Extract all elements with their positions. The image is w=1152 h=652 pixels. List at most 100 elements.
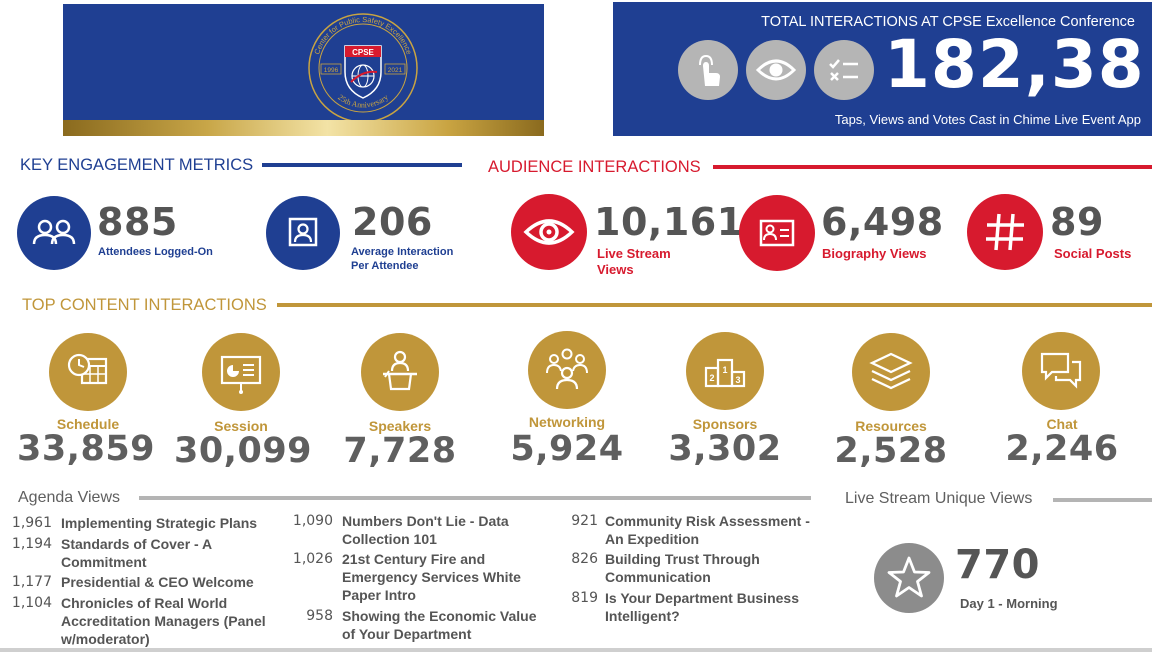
agenda-title: Is Your Department Business Intelligent?	[605, 589, 799, 625]
networking-value: 5,924	[510, 429, 624, 469]
agenda-views-title: Agenda Views	[18, 489, 120, 506]
speakers-label: Speakers	[368, 418, 432, 434]
users-icon	[17, 196, 91, 270]
logo-year-right: 2021	[388, 67, 403, 74]
total-interactions-value: 182,381	[884, 26, 1152, 103]
chat-label: Chat	[1046, 416, 1078, 432]
key-metrics-rule	[262, 163, 462, 167]
gold-gradient-strip	[63, 120, 544, 136]
agenda-title-line: 21st Century Fire and	[342, 551, 486, 567]
live-stream-unique-views-title: Live Stream Unique Views	[845, 490, 1033, 507]
agenda-title-line: Collection 101	[342, 531, 437, 547]
speakers-value: 7,728	[343, 431, 457, 471]
agenda-title-line: Is Your Department Business	[605, 590, 799, 606]
agenda-count: 1,961	[11, 515, 52, 531]
live-stream-views-label-line2: Views	[597, 262, 634, 277]
live-stream-views-value: 10,161	[594, 200, 744, 244]
total-interactions-title: TOTAL INTERACTIONS AT CPSE Excellence Co…	[761, 14, 1135, 30]
average-interaction-label-line1: Average Interaction	[351, 246, 454, 258]
live-stream-views-label: Live Stream Views	[597, 246, 671, 278]
agenda-title: Numbers Don't Lie - Data Collection 101	[342, 512, 509, 548]
agenda-title: Showing the Economic Value of Your Depar…	[342, 607, 536, 643]
resources-label: Resources	[855, 418, 927, 434]
schedule-value: 33,859	[16, 429, 156, 469]
agenda-title: 21st Century Fire and Emergency Services…	[342, 550, 521, 604]
schedule-label: Schedule	[56, 416, 120, 432]
agenda-title-line: Showing the Economic Value	[342, 608, 537, 624]
agenda-title-line: Commitment	[61, 554, 147, 570]
attendees-logged-on-value: 885	[97, 200, 178, 244]
agenda-title: Chronicles of Real World Accreditation M…	[61, 594, 266, 648]
networking-label: Networking	[528, 414, 606, 430]
agenda-title-line: Emergency Services White	[342, 569, 521, 585]
attendees-logged-on-label: Attendees Logged-On	[98, 246, 213, 258]
audience-interactions-rule	[713, 165, 1152, 169]
total-interactions-banner: TOTAL INTERACTIONS AT CPSE Excellence Co…	[613, 2, 1152, 136]
total-interactions-subtitle: Taps, Views and Votes Cast in Chime Live…	[834, 112, 1141, 127]
agenda-title-line: Chronicles of Real World	[61, 595, 228, 611]
live-stream-unique-value: 770	[955, 542, 1040, 588]
agenda-count: 958	[306, 608, 333, 624]
top-content-rule	[277, 303, 1152, 307]
agenda-count: 921	[571, 513, 598, 529]
agenda-title-line: w/moderator)	[61, 631, 150, 647]
agenda-title-line: Building Trust Through	[605, 551, 760, 567]
eye-icon	[746, 40, 806, 100]
agenda-title: Building Trust Through Communication	[605, 550, 760, 586]
svg-text:2: 2	[709, 373, 714, 383]
svg-text:1: 1	[722, 365, 727, 375]
agenda-title-line: Community Risk Assessment -	[605, 513, 810, 529]
layers-icon	[852, 333, 930, 411]
biography-views-value: 6,498	[821, 200, 944, 244]
star-icon	[874, 543, 944, 613]
session-label: Session	[214, 418, 268, 434]
agenda-title: Community Risk Assessment - An Expeditio…	[605, 512, 810, 548]
average-interaction-label-line2: Per Attendee	[351, 260, 419, 272]
agenda-title: Implementing Strategic Plans	[61, 515, 258, 531]
agenda-title: Standards of Cover - A Commitment	[61, 535, 212, 571]
id-card-icon	[739, 195, 815, 271]
speaker-podium-icon	[361, 333, 439, 411]
agenda-title-line: Numbers Don't Lie - Data	[342, 513, 509, 529]
logo-badge-text: CPSE	[352, 48, 374, 57]
agenda-count: 819	[571, 590, 598, 606]
chat-bubbles-icon	[1022, 332, 1100, 410]
sponsors-label: Sponsors	[692, 416, 758, 432]
live-stream-unique-rule	[1053, 498, 1152, 502]
session-value: 30,099	[173, 431, 313, 471]
social-posts-label: Social Posts	[1054, 246, 1132, 261]
live-stream-eye-icon	[511, 194, 587, 270]
schedule-calendar-icon	[49, 333, 127, 411]
logo-year-left: 1996	[324, 67, 339, 74]
audience-interactions-title: AUDIENCE INTERACTIONS	[488, 158, 701, 176]
agenda-title-line: Intelligent?	[605, 608, 680, 624]
social-posts-value: 89	[1050, 200, 1104, 244]
agenda-title-line: Paper Intro	[342, 587, 416, 603]
vote-checklist-icon	[814, 40, 874, 100]
agenda-title-line: Accreditation Managers (Panel	[61, 613, 266, 629]
agenda-count: 1,104	[11, 595, 52, 611]
agenda-count: 1,177	[11, 574, 52, 590]
live-stream-unique-label: Day 1 - Morning	[960, 596, 1058, 611]
hashtag-icon	[967, 194, 1043, 270]
agenda-title-line: of Your Department	[342, 626, 472, 642]
cpse-logo-banner: Center for Public Safety Excellence 25th…	[63, 4, 544, 136]
agenda-title-line: An Expedition	[605, 531, 700, 547]
average-interaction-label: Average Interaction Per Attendee	[351, 245, 453, 273]
live-stream-views-label-line1: Live Stream	[597, 246, 671, 261]
svg-text:3: 3	[735, 375, 740, 385]
agenda-views-rule	[139, 496, 811, 500]
presentation-icon	[202, 333, 280, 411]
networking-people-icon	[528, 331, 606, 409]
attendee-frame-icon	[266, 196, 340, 270]
average-interaction-value: 206	[352, 200, 433, 244]
agenda-title-line: Communication	[605, 569, 711, 585]
sponsor-podium-icon: 2 1 3	[686, 332, 764, 410]
agenda-title: Presidential & CEO Welcome	[61, 574, 254, 590]
chat-value: 2,246	[1005, 429, 1119, 469]
key-engagement-metrics-title: KEY ENGAGEMENT METRICS	[20, 156, 254, 174]
resources-value: 2,528	[834, 431, 948, 471]
agenda-count: 826	[571, 551, 598, 567]
sponsors-value: 3,302	[668, 429, 782, 469]
cpse-25th-anniversary-logo: Center for Public Safety Excellence 25th…	[308, 13, 418, 123]
